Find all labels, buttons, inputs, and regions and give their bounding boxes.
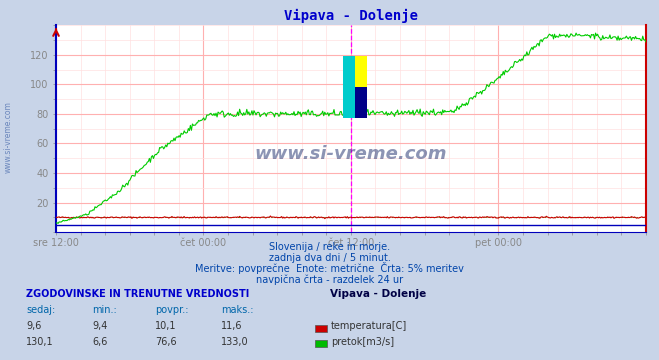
Text: www.si-vreme.com: www.si-vreme.com	[254, 145, 447, 163]
Text: Vipava - Dolenje: Vipava - Dolenje	[330, 289, 426, 299]
Title: Vipava - Dolenje: Vipava - Dolenje	[284, 9, 418, 23]
Text: 9,6: 9,6	[26, 321, 42, 332]
Text: 133,0: 133,0	[221, 337, 248, 347]
Bar	[343, 56, 367, 118]
Text: Meritve: povprečne  Enote: metrične  Črta: 5% meritev: Meritve: povprečne Enote: metrične Črta:…	[195, 262, 464, 274]
Text: Slovenija / reke in morje.: Slovenija / reke in morje.	[269, 242, 390, 252]
Text: 6,6: 6,6	[92, 337, 107, 347]
Text: 9,4: 9,4	[92, 321, 107, 332]
Text: 130,1: 130,1	[26, 337, 54, 347]
Text: navpična črta - razdelek 24 ur: navpična črta - razdelek 24 ur	[256, 274, 403, 285]
Bar	[355, 87, 367, 118]
Bar	[343, 56, 355, 118]
Text: 10,1: 10,1	[155, 321, 177, 332]
Text: povpr.:: povpr.:	[155, 305, 188, 315]
Text: min.:: min.:	[92, 305, 117, 315]
Text: 76,6: 76,6	[155, 337, 177, 347]
Text: pretok[m3/s]: pretok[m3/s]	[331, 337, 394, 347]
Text: temperatura[C]: temperatura[C]	[331, 321, 407, 332]
Text: ZGODOVINSKE IN TRENUTNE VREDNOSTI: ZGODOVINSKE IN TRENUTNE VREDNOSTI	[26, 289, 250, 299]
Text: www.si-vreme.com: www.si-vreme.com	[3, 101, 13, 173]
Text: maks.:: maks.:	[221, 305, 253, 315]
Text: sedaj:: sedaj:	[26, 305, 55, 315]
Text: zadnja dva dni / 5 minut.: zadnja dva dni / 5 minut.	[269, 253, 390, 263]
Text: 11,6: 11,6	[221, 321, 243, 332]
